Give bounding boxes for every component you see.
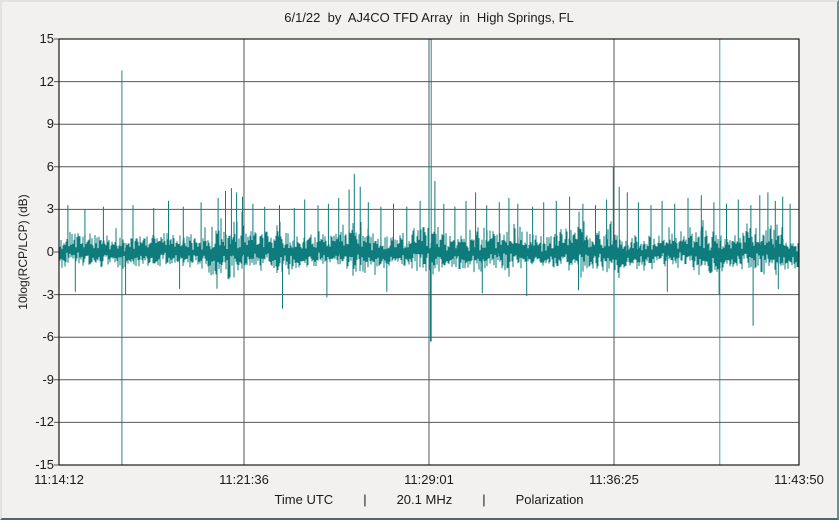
y-tick-label: -12	[35, 414, 54, 430]
y-tick-label: -3	[42, 286, 54, 302]
x-axis-title: Time UTC	[274, 492, 334, 507]
footer-separator: |	[363, 492, 367, 507]
y-tick-label: 6	[46, 158, 54, 174]
footer-separator: |	[482, 492, 486, 507]
y-tick-label: 15	[39, 31, 54, 46]
y-tick-label: 9	[46, 116, 54, 132]
y-tick-label: 12	[39, 73, 54, 89]
y-tick-label: 3	[46, 201, 54, 217]
plot-border	[58, 38, 800, 466]
x-tick-label: 11:29:01	[404, 472, 454, 487]
y-tick-label: -15	[35, 457, 54, 472]
x-tick-label: 11:43:50	[774, 472, 824, 487]
mode-label: Polarization	[515, 492, 584, 507]
x-tick-label: 11:36:25	[589, 472, 639, 487]
y-tick-label: -9	[42, 371, 54, 387]
y-tick-label: -6	[42, 329, 54, 345]
interference-streaks	[121, 39, 721, 465]
chart-title: 6/1/22 by AJ4CO TFD Array in High Spring…	[284, 10, 574, 25]
y-tick-label: 0	[46, 244, 54, 259]
x-tick-label: 11:21:36	[219, 472, 269, 487]
footer-annotation: Time UTC | 20.1 MHz | Polarization	[59, 492, 799, 507]
signal-spikes	[67, 164, 791, 342]
x-tick-label: 11:14:12	[34, 472, 84, 487]
frequency-label: 20.1 MHz	[396, 492, 453, 507]
